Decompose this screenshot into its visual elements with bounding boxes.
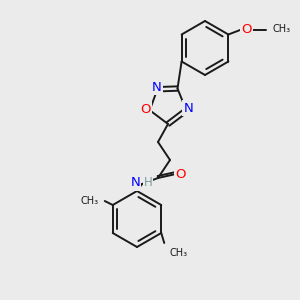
Text: CH₃: CH₃ [169, 248, 188, 258]
Text: O: O [241, 23, 252, 36]
Text: CH₃: CH₃ [81, 196, 99, 206]
Text: N: N [130, 176, 140, 190]
Text: O: O [140, 103, 151, 116]
Text: H: H [144, 176, 153, 190]
Text: N: N [152, 81, 161, 94]
Text: N: N [183, 102, 193, 115]
Text: O: O [176, 167, 186, 181]
Text: CH₃: CH₃ [272, 25, 290, 34]
